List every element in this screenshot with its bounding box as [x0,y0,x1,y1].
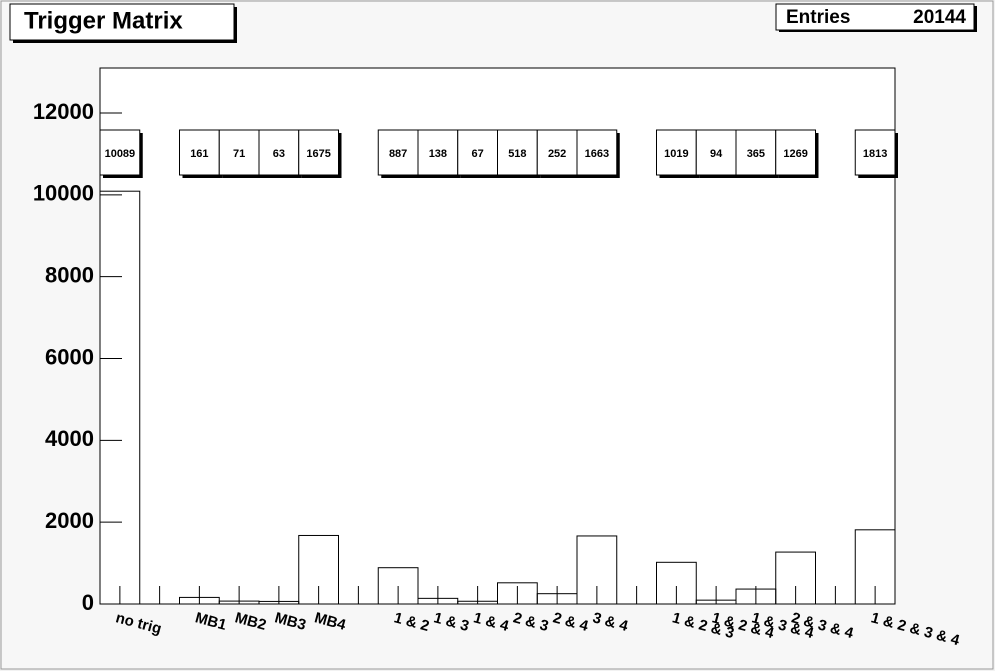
bar [775,551,816,605]
value-label-box [377,129,419,176]
value-label: 94 [710,148,723,160]
value-label: 518 [508,148,526,160]
bar [854,529,896,605]
value-label-box [854,129,896,176]
stats-label: Entries [786,7,850,28]
bar [656,561,697,605]
stats-entries: 20144 [913,7,966,28]
value-label: 138 [429,148,447,160]
value-label: 63 [273,148,285,160]
bar [99,190,141,605]
y-tick-label: 10000 [33,181,94,206]
value-label-box [179,129,220,176]
value-label-box [497,129,538,176]
value-label: 1675 [306,148,330,160]
value-label-box [99,129,141,176]
value-label-box [457,129,498,176]
stats-box [775,3,975,31]
value-label: 67 [472,148,484,160]
bar [298,534,339,605]
value-label-box [775,129,816,176]
value-label: 365 [747,148,765,160]
value-label: 10089 [105,148,136,160]
value-label: 1813 [863,148,887,160]
value-label: 1663 [585,148,609,160]
y-tick-label: 0 [82,590,94,615]
value-label-box [576,129,618,176]
y-tick-label: 4000 [45,426,94,451]
value-label-box [417,129,459,176]
chart-title: Trigger Matrix [24,7,183,34]
value-label-box [298,129,339,176]
y-tick-label: 8000 [45,262,94,287]
value-label-box [656,129,697,176]
value-label: 887 [389,148,407,160]
value-label: 161 [190,148,208,160]
value-label-box [735,129,777,176]
y-tick-label: 6000 [45,344,94,369]
value-label-box [695,129,737,176]
value-label-box [258,129,300,176]
y-tick-label: 12000 [33,99,94,124]
value-label: 1269 [783,148,807,160]
bar [576,535,618,605]
value-label: 252 [548,148,566,160]
value-label: 1019 [664,148,688,160]
bar [377,567,419,605]
title-box [9,3,235,41]
y-tick-label: 2000 [45,508,94,533]
value-label: 71 [233,148,245,160]
value-label-box [218,129,260,176]
